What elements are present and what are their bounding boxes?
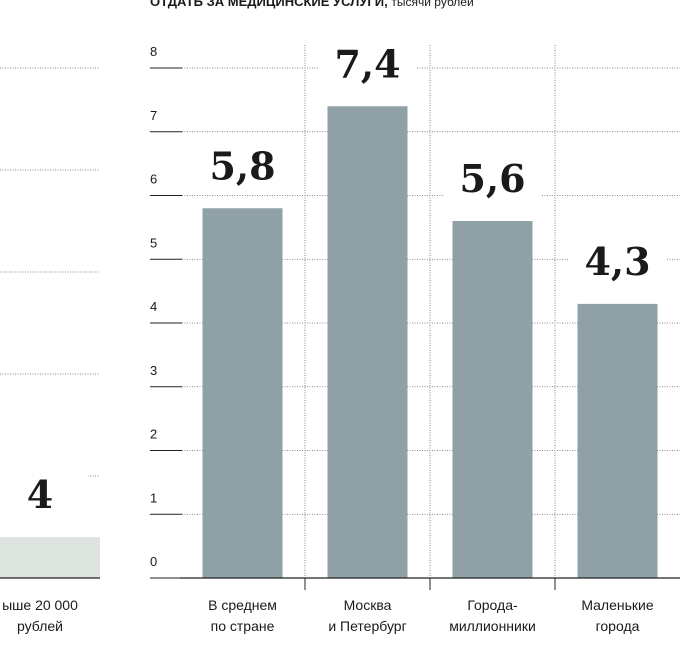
value-label-bg xyxy=(569,237,666,282)
chart-subtitle: тысячи рублей xyxy=(391,0,473,9)
y-tick-label: 4 xyxy=(150,299,157,314)
y-tick-label: 8 xyxy=(150,44,157,59)
x-tick-label-line: рублей xyxy=(17,618,63,634)
y-tick-label: 0 xyxy=(150,554,157,569)
x-tick-label-line: ыше 20 000 xyxy=(2,597,78,613)
value-label: 5,8 xyxy=(209,143,275,188)
y-tick-label: 1 xyxy=(150,490,157,505)
x-tick-label-line: и Петербург xyxy=(328,618,406,634)
bar xyxy=(0,537,100,578)
value-label-bg xyxy=(194,142,291,187)
value-label: 5,6 xyxy=(459,156,525,201)
y-tick-label: 2 xyxy=(150,427,157,442)
y-tick-label: 6 xyxy=(150,172,157,187)
value-label: 4 xyxy=(27,472,53,517)
x-tick-label: Города-миллионники xyxy=(449,597,536,634)
x-tick-label: ыше 20 000 рублей xyxy=(2,597,78,634)
chart-title-line: ОТДАТЬ ЗА МЕДИЦИНСКИЕ УСЛУГИ, тысячи руб… xyxy=(150,0,474,9)
value-label: 7,4 xyxy=(334,41,400,86)
x-tick-label-line: Города- xyxy=(467,597,518,613)
chart-title: ОТДАТЬ ЗА МЕДИЦИНСКИЕ УСЛУГИ, xyxy=(150,0,388,9)
y-tick-label: 5 xyxy=(150,235,157,250)
x-tick-label: Маленькие города xyxy=(581,597,654,634)
y-tick-label: 3 xyxy=(150,363,157,378)
bar xyxy=(202,208,283,578)
x-tick-label: Москва и Петербург xyxy=(328,597,406,634)
x-tick-label-line: Маленькие xyxy=(581,597,654,613)
x-tick-label-line: по стране xyxy=(211,618,275,634)
x-tick-label-line: города xyxy=(596,618,640,634)
bar xyxy=(452,221,533,578)
x-tick-label-line: Москва xyxy=(344,597,392,613)
x-tick-label-line: В среднем xyxy=(208,597,277,613)
bar xyxy=(577,303,658,578)
value-label-bg xyxy=(319,40,416,85)
value-label: 4,3 xyxy=(584,239,650,284)
y-tick-label: 7 xyxy=(150,108,157,123)
value-label-bg xyxy=(0,471,88,516)
value-label-bg xyxy=(444,155,541,199)
x-tick-label: В среднем по стране xyxy=(208,597,277,634)
x-tick-label-line: миллионники xyxy=(449,618,536,634)
bar xyxy=(327,106,408,578)
